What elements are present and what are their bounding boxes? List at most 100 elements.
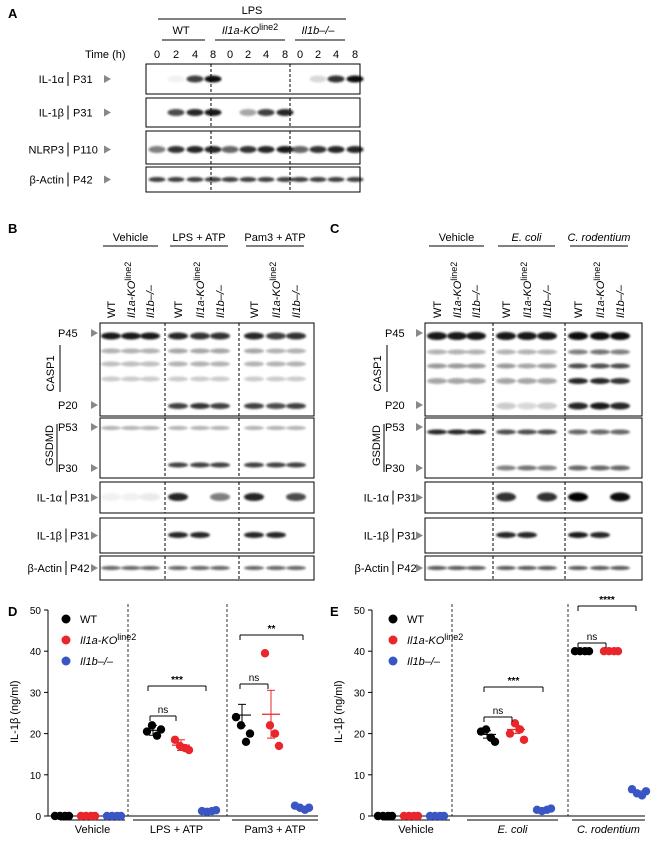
blot-band bbox=[167, 177, 185, 182]
data-point bbox=[387, 811, 397, 821]
blot-band bbox=[610, 402, 630, 410]
y-axis-label: IL-1β (ng/ml) bbox=[9, 680, 21, 743]
lane-label: Il1b–/– bbox=[145, 284, 157, 318]
blot-band bbox=[148, 146, 166, 153]
p30-label: P30 bbox=[385, 463, 405, 475]
legend-marker bbox=[61, 635, 71, 645]
blot-band bbox=[101, 493, 121, 501]
blot-band bbox=[286, 348, 306, 354]
blot-band bbox=[190, 361, 210, 367]
time-tick: 2 bbox=[173, 49, 179, 61]
blot-band bbox=[266, 376, 286, 382]
blot-band bbox=[168, 493, 188, 501]
protein-label: IL-1α bbox=[364, 493, 390, 505]
blot-band bbox=[327, 177, 345, 182]
blot-band bbox=[537, 349, 557, 355]
blot-band bbox=[266, 361, 286, 367]
blot-band bbox=[590, 363, 610, 369]
data-point bbox=[64, 811, 74, 821]
significance-label: ns bbox=[493, 706, 504, 717]
legend-marker bbox=[61, 614, 71, 624]
blot-band bbox=[186, 146, 204, 153]
blot-band bbox=[610, 566, 630, 570]
time-tick: 8 bbox=[210, 49, 216, 61]
blot-band bbox=[140, 332, 160, 340]
blot-band bbox=[610, 429, 630, 435]
blot-band bbox=[244, 332, 264, 340]
blot-band bbox=[496, 492, 516, 502]
panel-label-a: A bbox=[8, 6, 18, 21]
blot-band bbox=[210, 462, 230, 468]
size-label: P42 bbox=[397, 563, 417, 575]
blot-band bbox=[140, 361, 160, 367]
time-label: Time (h) bbox=[85, 49, 126, 61]
blot-band bbox=[204, 177, 222, 182]
blot-band bbox=[244, 361, 264, 367]
marker-arrow-icon bbox=[416, 401, 423, 409]
blot-band bbox=[101, 361, 121, 367]
blot-band bbox=[210, 566, 230, 570]
blot-band bbox=[517, 363, 537, 369]
blot-band bbox=[427, 349, 447, 355]
blot-band bbox=[244, 462, 264, 468]
blot-band bbox=[568, 429, 588, 435]
panel-c-blots: Vehicle E. coli C. rodentium WT Il1a-KOline2… bbox=[355, 232, 643, 581]
marker-arrow-icon bbox=[91, 564, 98, 572]
panel-label-c: C bbox=[330, 221, 340, 236]
blot-band bbox=[140, 348, 160, 354]
blot-band bbox=[537, 429, 557, 435]
blot-band bbox=[210, 348, 230, 354]
blot-band bbox=[210, 376, 230, 382]
lane-label: Il1a-KOline2 bbox=[592, 262, 607, 318]
panel-b: B Vehicle LPS + ATP Pam3 + ATP WT Il1a-KOlin… bbox=[8, 221, 315, 581]
marker-arrow-icon bbox=[91, 423, 98, 431]
legend-marker bbox=[388, 614, 398, 624]
data-point bbox=[116, 811, 126, 821]
blot-band bbox=[517, 429, 537, 435]
data-point bbox=[231, 712, 241, 722]
size-label: P31 bbox=[73, 108, 93, 120]
blot-band bbox=[568, 402, 588, 410]
blot-band bbox=[266, 462, 286, 468]
blot-band bbox=[610, 378, 630, 384]
blot-band bbox=[168, 332, 188, 340]
blot-band bbox=[346, 146, 364, 153]
blot-band bbox=[186, 177, 204, 182]
treatment-label: Vehicle bbox=[439, 232, 474, 244]
blot-band bbox=[590, 402, 610, 410]
size-label: P31 bbox=[70, 493, 90, 505]
blot-band bbox=[190, 332, 210, 340]
blot-band bbox=[286, 403, 306, 409]
blot-band bbox=[257, 146, 275, 153]
blot-band bbox=[568, 332, 588, 340]
data-point bbox=[519, 735, 529, 744]
p30-label: P30 bbox=[58, 463, 78, 475]
blot-band bbox=[266, 332, 286, 340]
blot-band bbox=[427, 378, 447, 384]
data-point bbox=[481, 725, 491, 734]
panel-label-e: E bbox=[330, 604, 339, 619]
legend-label: Il1a-KOline2 bbox=[407, 632, 463, 647]
lane-label: Il1b–/– bbox=[615, 284, 627, 318]
size-label: P31 bbox=[70, 531, 90, 543]
blot-band bbox=[466, 378, 486, 384]
chart-e: 0 10 20 30 40 50 IL-1β (ng/ml) Vehicle E. coli C.… bbox=[333, 595, 651, 836]
blot-band bbox=[327, 146, 345, 153]
lps-label: LPS bbox=[242, 5, 263, 17]
blot-band bbox=[447, 363, 467, 369]
blot-band bbox=[568, 465, 588, 471]
treatment-label: C. rodentium bbox=[568, 232, 631, 244]
blot-band bbox=[140, 376, 160, 382]
blot-band bbox=[496, 332, 516, 340]
blot-band bbox=[286, 493, 306, 501]
blot-band bbox=[590, 566, 610, 570]
blot-band bbox=[517, 532, 537, 538]
blot-band bbox=[447, 378, 467, 384]
blot-band bbox=[610, 363, 630, 369]
legend-label: Il1b–/– bbox=[80, 656, 114, 668]
marker-arrow-icon bbox=[416, 329, 423, 337]
significance-label: *** bbox=[508, 676, 520, 687]
blot-band bbox=[496, 378, 516, 384]
size-label: P42 bbox=[70, 563, 90, 575]
